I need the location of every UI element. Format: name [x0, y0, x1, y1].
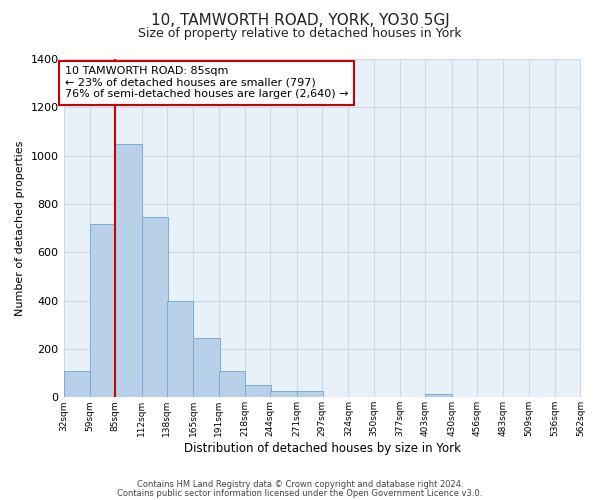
Bar	[218, 370, 245, 398]
Text: Contains public sector information licensed under the Open Government Licence v3: Contains public sector information licen…	[118, 488, 482, 498]
Text: Contains HM Land Registry data © Crown copyright and database right 2024.: Contains HM Land Registry data © Crown c…	[137, 480, 463, 489]
Bar	[142, 216, 168, 398]
Bar	[64, 372, 90, 398]
Bar	[193, 338, 220, 398]
Bar	[425, 394, 452, 398]
Text: Size of property relative to detached houses in York: Size of property relative to detached ho…	[138, 28, 462, 40]
Bar	[167, 300, 193, 398]
Bar	[271, 390, 296, 398]
Text: 10, TAMWORTH ROAD, YORK, YO30 5GJ: 10, TAMWORTH ROAD, YORK, YO30 5GJ	[151, 12, 449, 28]
Bar	[296, 390, 323, 398]
X-axis label: Distribution of detached houses by size in York: Distribution of detached houses by size …	[184, 442, 461, 455]
Bar	[90, 224, 116, 398]
Bar	[245, 385, 271, 398]
Text: 10 TAMWORTH ROAD: 85sqm
← 23% of detached houses are smaller (797)
76% of semi-d: 10 TAMWORTH ROAD: 85sqm ← 23% of detache…	[65, 66, 348, 100]
Y-axis label: Number of detached properties: Number of detached properties	[15, 140, 25, 316]
Bar	[115, 144, 142, 398]
